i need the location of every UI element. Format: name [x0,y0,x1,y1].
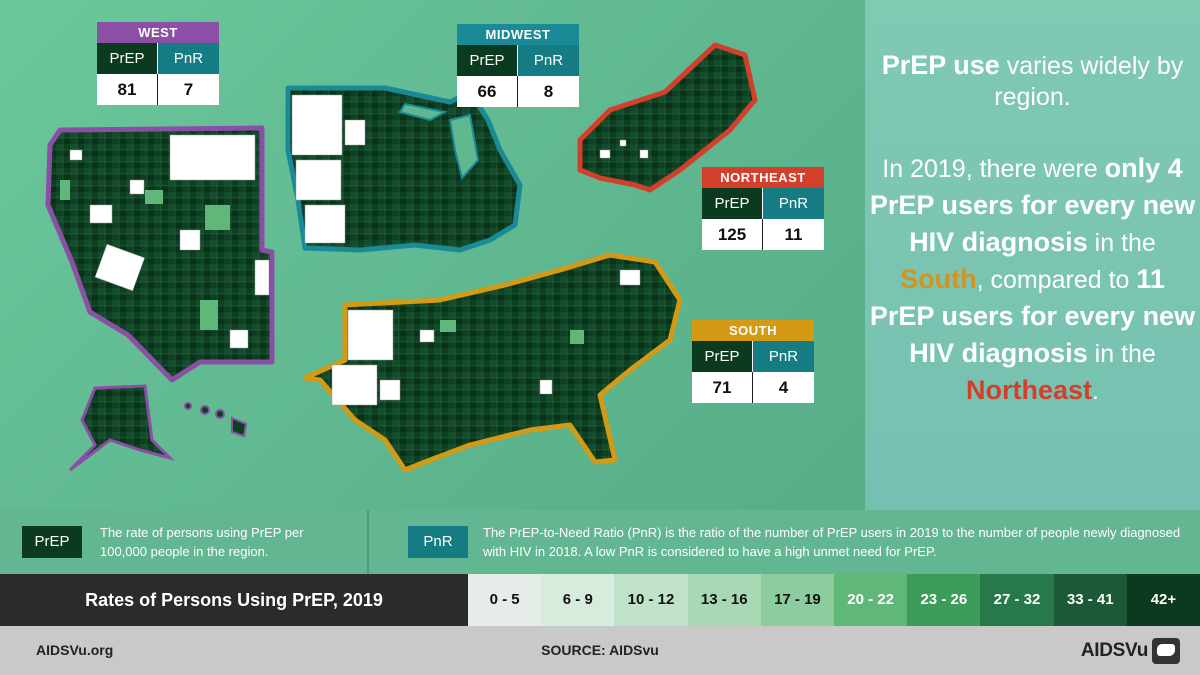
northeast-prep-value: 125 [702,219,763,250]
panel-p1: In 2019, there were [882,155,1098,183]
south-label: SOUTH [692,320,814,341]
prep-definition-text: The rate of persons using PrEP per 100,0… [100,525,304,559]
south-mid-counties [440,320,584,344]
northeast-outline [577,42,758,193]
panel-p7: . [1092,377,1099,405]
aidsvu-logo: AIDSVu [1081,637,1180,665]
legend-bin-3: 13 - 16 [687,574,761,626]
panel-p2: only 4 PrEP users for every new HIV diag… [869,153,1196,257]
south-pnr-value: 4 [778,378,789,397]
panel-p4: , compared to [976,266,1130,294]
west-prep-value: 81 [97,74,158,105]
midwest-pnr-header: PnR [518,45,579,76]
south-pnr-header: PnR [753,341,814,372]
us-map-icon [1152,638,1180,664]
west-mid-counties [60,180,230,330]
northeast-prep-header: PrEP [702,188,763,219]
legend-bin-8: 33 - 41 [1053,574,1127,626]
logo-text: AIDSVu [1080,640,1148,661]
prep-definition-badge: PrEP [22,526,82,558]
northeast-label: NORTHEAST [702,167,824,188]
west-pnr-header: PnR [158,43,219,74]
midwest-prep-header: PrEP [457,45,518,76]
midwest-label: MIDWEST [457,24,579,45]
south-light-counties [331,269,641,406]
south-prep-value: 71 [692,372,753,403]
northeast-pnr-header: PnR [763,188,824,219]
west-prep-header: PrEP [97,43,158,74]
legend-bin-7: 27 - 32 [980,574,1054,626]
northeast-pnr-value: 11 [784,225,803,244]
south-region [302,252,683,473]
legend-bin-5: 20 - 22 [834,574,908,626]
definitions-bar: PrEP The rate of persons using PrEP per … [0,510,1200,574]
south-prep-header: PrEP [692,341,753,372]
headline-bold: PrEP use [881,50,1000,80]
legend-bin-0: 0 - 5 [468,574,542,626]
definitions-divider [367,510,369,574]
west-stat-box: WEST PrEP PnR 81 7 [97,22,219,105]
midwest-region [285,85,523,253]
panel-p6: in the [1087,340,1156,368]
hawaii-shapes [184,402,248,438]
panel-body: In 2019, there were only 4 PrEP users fo… [865,150,1200,409]
midwest-stat-box: MIDWEST PrEP PnR 66 8 [457,24,579,107]
headline-rest: varies widely by region. [994,52,1184,111]
pnr-definition-badge: PnR [408,526,468,558]
panel-headline: PrEP use varies widely by region. [865,50,1200,113]
west-light-counties [69,134,270,349]
northeast-light-counties [599,139,649,159]
panel-south: South [900,264,977,294]
legend-bin-6: 23 - 26 [907,574,981,626]
northeast-region [577,42,758,193]
panel-p3: in the [1087,229,1156,257]
midwest-light-counties [291,94,366,244]
midwest-prep-value: 66 [457,76,518,107]
panel-p5: 11 PrEP users for every new HIV diagnosi… [869,264,1196,368]
west-region [45,125,275,472]
alaska-shape [68,384,176,472]
legend-bin-9: 42+ [1126,574,1200,626]
south-stat-box: SOUTH PrEP PnR 71 4 [692,320,814,403]
legend-bin-1: 6 - 9 [541,574,615,626]
legend-bin-2: 10 - 12 [614,574,688,626]
legend-bin-4: 17 - 19 [760,574,835,626]
great-lakes [398,102,480,181]
midwest-pnr-value: 8 [543,82,554,101]
footer: AIDSVu.org SOURCE: AIDSvu AIDSVu [0,626,1200,675]
summary-panel: PrEP use varies widely by region. In 201… [865,0,1200,510]
west-label: WEST [97,22,219,43]
panel-northeast: Northeast [966,375,1093,405]
pnr-definition-text: The PrEP-to-Need Ratio (PnR) is the rati… [483,525,1181,559]
footer-source: SOURCE: AIDSvu [541,642,659,658]
northeast-stat-box: NORTHEAST PrEP PnR 125 11 [702,167,824,250]
footer-site: AIDSVu.org [36,642,114,658]
legend-title: Rates of Persons Using PrEP, 2019 [85,590,383,610]
map-area: WEST PrEP PnR 81 7 MIDWEST PrEP PnR 66 8… [0,0,865,510]
regional-prep-map [45,42,758,473]
south-outline [302,252,683,473]
west-pnr-value: 7 [183,80,194,99]
